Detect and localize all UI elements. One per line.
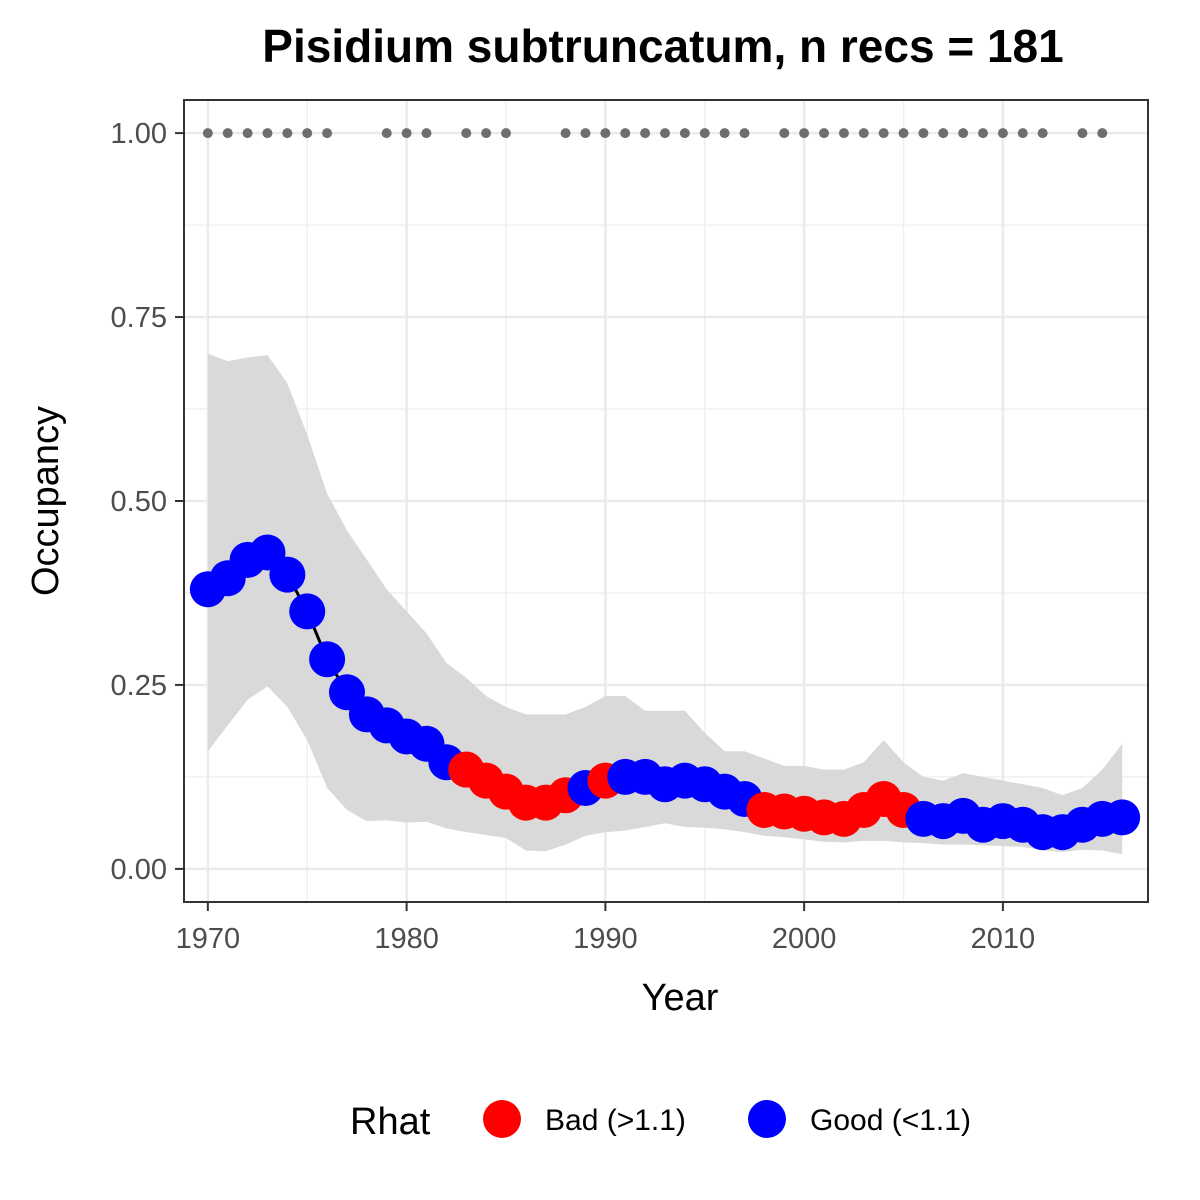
legend: Rhat Bad (>1.1) Good (<1.1) — [350, 1100, 971, 1143]
record-dot — [799, 128, 810, 139]
record-dot — [1017, 128, 1028, 139]
record-dot — [858, 128, 869, 139]
legend-key-bad — [483, 1100, 521, 1138]
record-dot — [958, 128, 969, 139]
x-tick-label: 2000 — [772, 923, 837, 955]
record-dot — [739, 128, 750, 139]
record-dot — [819, 128, 830, 139]
y-axis-title: Occupancy — [25, 406, 67, 596]
y-tick-label: 0.00 — [111, 854, 167, 886]
record-dot — [262, 128, 273, 139]
x-axis-ticks: 1970 1980 1990 2000 2010 — [176, 902, 1036, 955]
record-dot — [997, 128, 1008, 139]
record-dot — [918, 128, 929, 139]
occupancy-points — [189, 534, 1141, 851]
record-dot — [1077, 128, 1088, 139]
record-dot — [1097, 128, 1108, 139]
legend-label-good: Good (<1.1) — [810, 1104, 971, 1137]
record-dot — [838, 128, 849, 139]
x-tick-label: 2010 — [971, 923, 1036, 955]
y-tick-label: 0.50 — [111, 486, 167, 518]
chart-title: Pisidium subtruncatum, n recs = 181 — [262, 20, 1063, 72]
legend-title: Rhat — [350, 1101, 431, 1143]
record-dot — [202, 128, 213, 139]
record-dots — [202, 128, 1108, 139]
record-dot — [878, 128, 889, 139]
record-dot — [500, 128, 511, 139]
x-axis-title: Year — [642, 977, 719, 1019]
record-dot — [481, 128, 492, 139]
record-dot — [580, 128, 591, 139]
record-dot — [242, 128, 253, 139]
y-tick-label: 0.75 — [111, 302, 167, 334]
record-dot — [560, 128, 571, 139]
record-dot — [600, 128, 611, 139]
record-dot — [699, 128, 710, 139]
record-dot — [640, 128, 651, 139]
x-tick-label: 1970 — [176, 923, 241, 955]
record-dot — [620, 128, 631, 139]
record-dot — [421, 128, 432, 139]
record-dot — [222, 128, 233, 139]
record-dot — [381, 128, 392, 139]
plot-panel — [183, 99, 1149, 903]
record-dot — [938, 128, 949, 139]
y-tick-label: 0.25 — [111, 670, 167, 702]
occupancy-point-good — [1104, 799, 1141, 836]
record-dot — [282, 128, 293, 139]
record-dot — [679, 128, 690, 139]
record-dot — [660, 128, 671, 139]
record-dot — [302, 128, 313, 139]
record-dot — [719, 128, 730, 139]
record-dot — [322, 128, 333, 139]
record-dot — [401, 128, 412, 139]
y-tick-label: 1.00 — [111, 118, 167, 150]
record-dot — [461, 128, 472, 139]
legend-label-bad: Bad (>1.1) — [545, 1104, 686, 1137]
record-dot — [898, 128, 909, 139]
occupancy-point-good — [309, 641, 346, 678]
legend-key-good — [748, 1100, 786, 1138]
occupancy-point-good — [289, 593, 326, 630]
record-dot — [779, 128, 790, 139]
record-dot — [978, 128, 989, 139]
occupancy-point-good — [269, 556, 306, 593]
x-tick-label: 1980 — [374, 923, 439, 955]
y-axis-ticks: 0.00 0.25 0.50 0.75 1.00 — [111, 118, 184, 886]
x-tick-label: 1990 — [573, 923, 638, 955]
record-dot — [1037, 128, 1048, 139]
